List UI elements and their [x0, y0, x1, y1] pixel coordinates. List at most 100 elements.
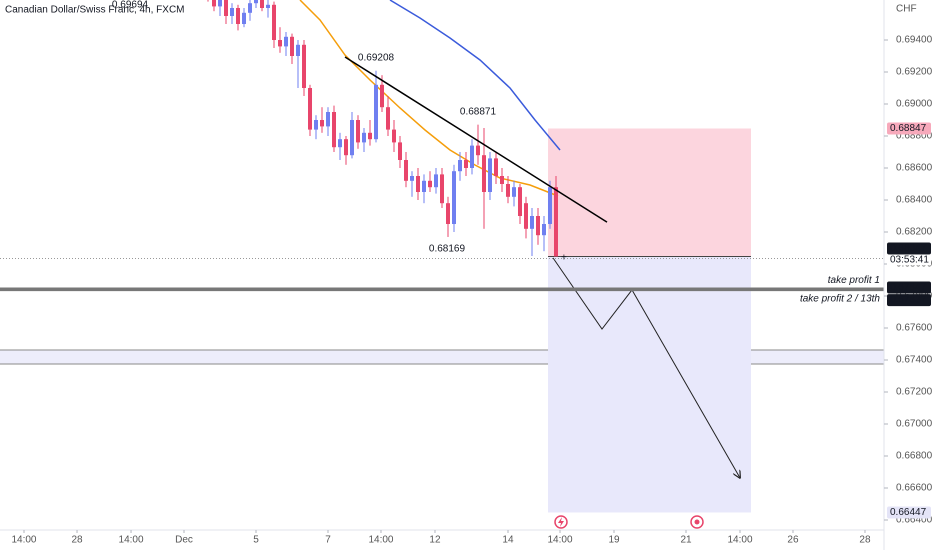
x-tick-label: 14 — [502, 535, 514, 546]
candle-body — [422, 180, 427, 192]
price-label: 0.68871 — [460, 106, 497, 117]
candle-body — [344, 139, 349, 156]
candle-body — [392, 129, 397, 143]
candle-body — [326, 112, 331, 127]
moving-average — [389, 0, 561, 151]
event-icon[interactable] — [690, 515, 704, 529]
candle-body — [350, 120, 355, 156]
back-layer — [0, 128, 884, 513]
price-badge — [887, 122, 931, 135]
candle-body — [398, 142, 403, 160]
price-badge — [887, 506, 931, 519]
candle-body — [212, 0, 217, 7]
main-layer: +0.69694 0.69208 0.68871 0.68169 take profit… — [0, 0, 884, 478]
take-profit-label: take profit 1 — [828, 275, 880, 286]
x-tick-label: 19 — [608, 535, 620, 546]
x-tick-label: 14:00 — [547, 535, 572, 546]
candle-body — [451, 171, 456, 224]
moving-average — [299, 0, 559, 197]
candle-body — [278, 40, 283, 47]
candle-body — [368, 132, 373, 140]
candle-body — [481, 155, 486, 192]
y-tick-label: 0.67200 — [896, 387, 932, 398]
candle-body — [499, 176, 504, 184]
y-tick-label: 0.67000 — [896, 419, 932, 430]
y-tick-label: 0.68600 — [896, 163, 932, 174]
candle-body — [332, 112, 337, 148]
candle-body — [445, 203, 450, 224]
y-tick-label: 0.68400 — [896, 195, 932, 206]
candle-body — [242, 12, 247, 24]
price-badge-label: 0.66447 — [890, 507, 927, 518]
candle-body — [523, 203, 528, 229]
x-tick-label: 14:00 — [119, 535, 144, 546]
price-badge — [887, 281, 931, 294]
projection-arrow — [552, 257, 740, 478]
x-tick-label: 12 — [429, 535, 441, 546]
candle-body — [362, 132, 367, 143]
candle-body — [380, 84, 385, 108]
candle-body — [553, 187, 558, 257]
candle-body — [410, 176, 415, 181]
chart-title: Canadian Dollar/Swiss Franc, 4h, FXCM — [5, 5, 185, 16]
zone — [0, 350, 884, 364]
y-tick-label: 0.66800 — [896, 451, 932, 462]
candle-body — [505, 184, 510, 197]
price-badge — [887, 294, 931, 307]
price-label: 0.69694 — [112, 0, 149, 11]
price-label: 0.69208 — [358, 52, 395, 63]
x-tick-label: 7 — [325, 535, 331, 546]
price-badge-label: 0.68047 — [890, 243, 927, 254]
candle-body — [469, 145, 474, 168]
take-profit-label: take profit 2 / 13th — [800, 294, 880, 305]
candle-body — [541, 224, 546, 236]
candle-body — [266, 4, 271, 8]
candle-body — [463, 160, 468, 168]
candle-body — [404, 160, 409, 181]
price-badge-label: 0.67847 — [890, 282, 927, 293]
candle-body — [535, 216, 540, 236]
price-badge-label: 0.67837 — [890, 295, 927, 306]
candle-body — [547, 187, 552, 224]
candle-body — [290, 36, 295, 56]
price-axis-panel — [884, 0, 932, 550]
trend-line — [344, 56, 608, 223]
candle-body — [434, 174, 439, 188]
y-tick-label: 0.66600 — [896, 483, 932, 494]
candle-body — [308, 88, 313, 130]
axis-layer: 0.69400 0.69200 0.69000 0.68800 0.68600 0.684… — [11, 35, 932, 546]
candle-body — [314, 120, 319, 130]
x-tick-label: 14:00 — [727, 535, 752, 546]
candle-body — [302, 44, 307, 88]
candle-body — [374, 84, 379, 140]
y-tick-label: 0.68200 — [896, 227, 932, 238]
x-tick-label: 21 — [680, 535, 692, 546]
y-tick-label: 0.66400 — [896, 515, 932, 526]
candle-body — [416, 176, 421, 192]
event-icon[interactable] — [554, 515, 568, 529]
candle-body — [356, 120, 361, 143]
candle-body — [254, 0, 259, 4]
countdown-badge — [887, 254, 931, 266]
candle-body — [230, 8, 235, 16]
x-tick-label: 26 — [787, 535, 799, 546]
candle-body — [386, 107, 391, 130]
currency-label: CHF — [896, 4, 917, 15]
candle-body — [428, 180, 433, 188]
candle-body — [517, 187, 522, 216]
countdown-label: 03:53:41 — [890, 255, 929, 266]
y-tick-label: 0.68800 — [896, 131, 932, 142]
y-tick-label: 0.69400 — [896, 35, 932, 46]
entry-marker: + — [561, 253, 567, 264]
candle-body — [511, 187, 516, 197]
x-tick-label: 5 — [253, 535, 259, 546]
candle-body — [320, 120, 325, 127]
x-tick-label: 14:00 — [368, 535, 393, 546]
stop-box — [548, 128, 751, 257]
x-tick-label: 28 — [859, 535, 871, 546]
y-tick-label: 0.69000 — [896, 99, 932, 110]
y-tick-label: 0.69200 — [896, 67, 932, 78]
